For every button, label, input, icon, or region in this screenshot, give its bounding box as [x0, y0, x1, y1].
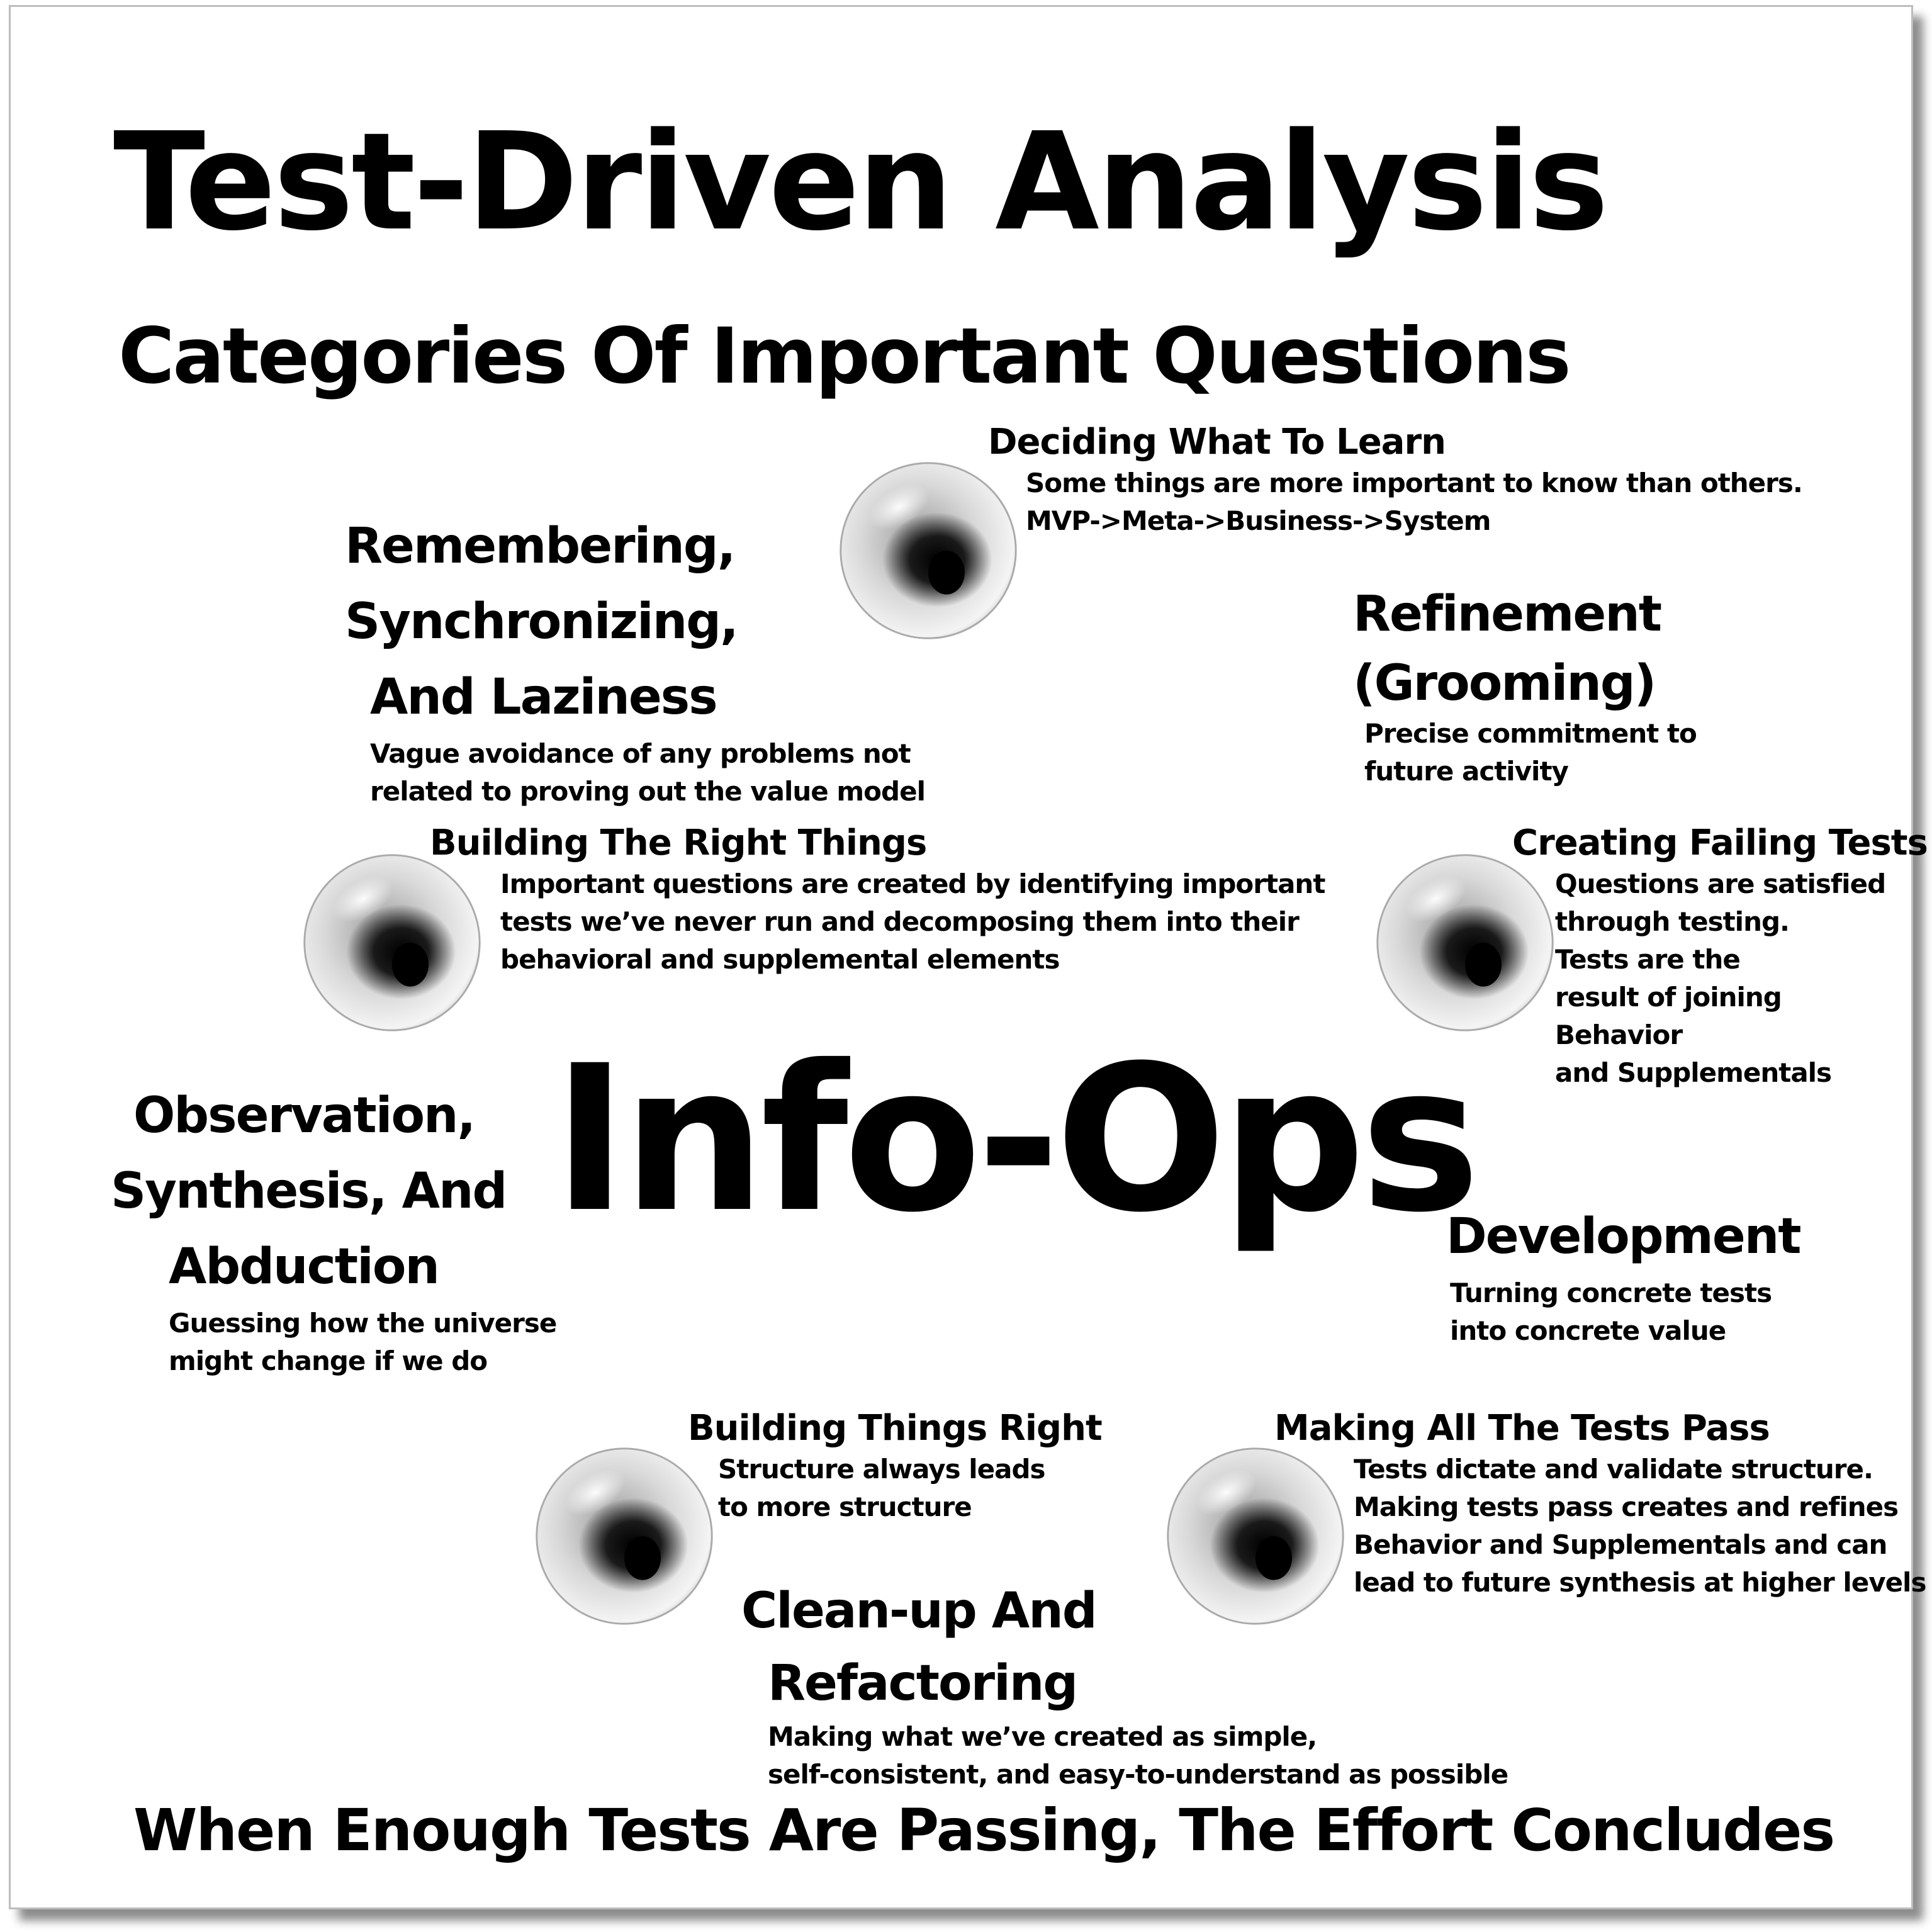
category-creating-failing-tests: Creating Failing Tests Questions are sat…	[1512, 821, 1928, 1092]
orb-icon	[536, 1447, 713, 1625]
category-description: tests we’ve never run and decomposing th…	[500, 906, 1300, 937]
category-description: to more structure	[718, 1491, 972, 1522]
category-building-right-things: Building The Right Things Important ques…	[430, 821, 1325, 979]
category-description: into concrete value	[1450, 1315, 1726, 1346]
category-development: Development Turning concrete tests into …	[1446, 1199, 1802, 1350]
category-remembering: Remembering, Synchronizing, And Laziness…	[345, 508, 926, 811]
category-description: Turning concrete tests	[1450, 1278, 1772, 1308]
category-description: self-consistent, and easy-to-understand …	[768, 1759, 1508, 1790]
category-description: Tests are the	[1555, 944, 1741, 975]
category-description: Making what we’ve created as simple,	[768, 1721, 1317, 1752]
category-heading: Clean-up And	[741, 1583, 1098, 1639]
category-description: future activity	[1364, 756, 1569, 787]
page-title: Test-Driven Analysis	[113, 104, 1609, 261]
category-description: through testing.	[1555, 906, 1790, 937]
category-heading: Making All The Tests Pass	[1274, 1408, 1770, 1449]
category-observation: Observation, Synthesis, And Abduction Gu…	[111, 1078, 557, 1380]
orb-icon	[1376, 854, 1554, 1031]
category-description: Making tests pass creates and refines	[1354, 1491, 1899, 1522]
category-description: Guessing how the universe	[169, 1308, 557, 1339]
category-heading: Refinement	[1353, 586, 1662, 643]
category-heading: Building Things Right	[688, 1408, 1103, 1449]
orb-icon	[840, 462, 1017, 639]
category-heading: (Grooming)	[1353, 655, 1656, 712]
category-description: Questions are satisfied	[1555, 868, 1886, 899]
category-description: Important questions are created by ident…	[500, 868, 1325, 899]
category-description: behavioral and supplemental elements	[500, 944, 1060, 975]
category-heading: Remembering,	[345, 518, 736, 575]
category-description: lead to future synthesis at higher level…	[1354, 1567, 1926, 1598]
orb-icon	[303, 854, 481, 1031]
category-description: Some things are more important to know t…	[1026, 468, 1803, 498]
category-description: might change if we do	[169, 1345, 488, 1376]
category-heading: And Laziness	[370, 669, 718, 726]
category-heading: Deciding What To Learn	[988, 422, 1446, 463]
category-description: Behavior and Supplementals and can	[1354, 1529, 1887, 1560]
category-description: Tests dictate and validate structure.	[1354, 1454, 1873, 1485]
category-deciding: Deciding What To Learn Some things are m…	[988, 420, 1803, 540]
category-cleanup: Clean-up And Refactoring Making what we’…	[741, 1573, 1508, 1794]
category-description: Structure always leads	[718, 1454, 1046, 1485]
category-heading: Creating Failing Tests	[1512, 823, 1928, 863]
category-making-tests-pass: Making All The Tests Pass Tests dictate …	[1274, 1407, 1926, 1602]
category-heading: Synchronizing,	[345, 593, 739, 650]
category-heading: Development	[1446, 1208, 1802, 1265]
category-refinement: Refinement (Grooming) Precise commitment…	[1353, 576, 1697, 790]
category-heading: Synthesis, And	[111, 1163, 507, 1220]
category-heading: Observation,	[133, 1087, 476, 1144]
footer-conclusion: When Enough Tests Are Passing, The Effor…	[133, 1797, 1835, 1864]
category-description: Vague avoidance of any problems not	[370, 738, 911, 769]
category-description: Precise commitment to	[1364, 718, 1697, 749]
category-description: related to proving out the value model	[370, 776, 926, 807]
category-heading: Abduction	[169, 1238, 440, 1295]
center-label: Info-Ops	[553, 1023, 1480, 1257]
category-description: result of joining	[1555, 982, 1782, 1013]
category-description: and Supplementals	[1555, 1057, 1832, 1088]
category-building-things-right: Building Things Right Structure always l…	[688, 1407, 1103, 1526]
category-heading: Building The Right Things	[430, 823, 927, 863]
orb-icon	[1167, 1447, 1344, 1625]
page-subtitle: Categories Of Important Questions	[118, 312, 1571, 401]
category-heading: Refactoring	[768, 1655, 1078, 1712]
category-description: Behavior	[1555, 1019, 1683, 1050]
category-description: MVP->Meta->Business->System	[1026, 505, 1491, 536]
